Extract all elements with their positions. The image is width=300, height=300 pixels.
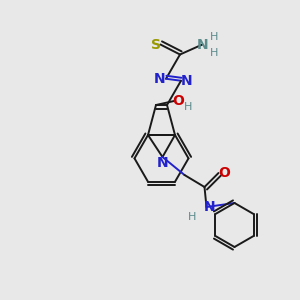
Text: N: N — [204, 200, 215, 214]
Text: N: N — [181, 74, 193, 88]
Text: H: H — [184, 102, 192, 112]
Text: O: O — [219, 166, 230, 180]
Text: H: H — [210, 47, 219, 58]
Text: O: O — [172, 94, 184, 108]
Text: S: S — [152, 38, 161, 52]
Text: H: H — [188, 212, 197, 222]
Text: N: N — [196, 38, 208, 52]
Text: N: N — [157, 156, 168, 170]
Text: H: H — [210, 32, 219, 41]
Text: N: N — [154, 72, 166, 86]
